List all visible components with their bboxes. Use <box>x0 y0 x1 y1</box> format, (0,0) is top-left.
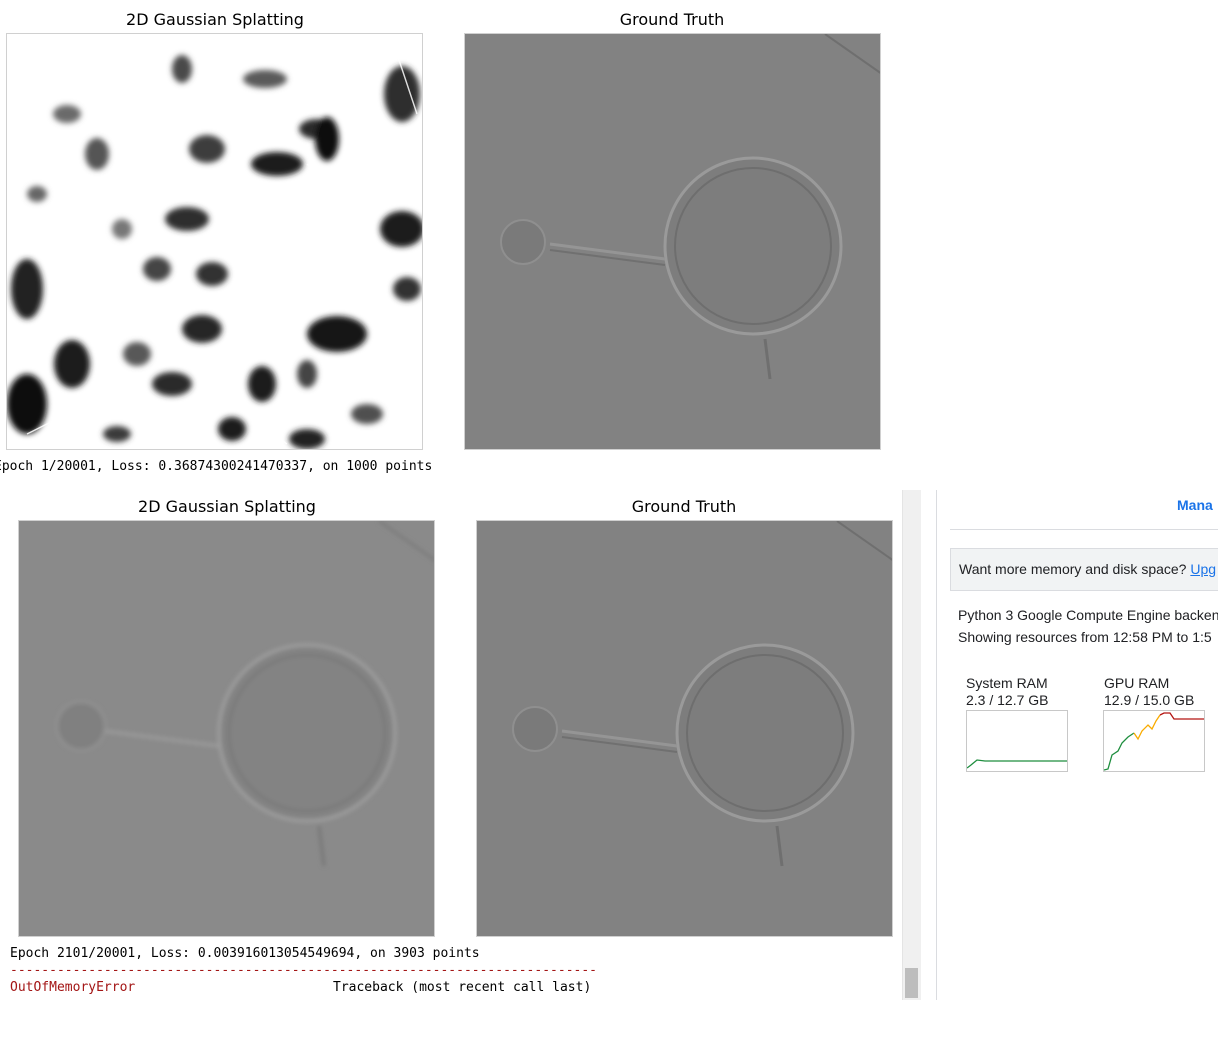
error-name: OutOfMemoryError <box>10 980 135 995</box>
splatting-render-image <box>6 33 423 450</box>
gpu-ram-value: 12.9 / 15.0 GB <box>1104 692 1194 708</box>
resource-time-range: Showing resources from 12:58 PM to 1:5 <box>958 629 1212 645</box>
epoch-log-line-1: Epoch 1/20001, Loss: 0.36874300241470337… <box>0 459 432 474</box>
epoch-log-line-2: Epoch 2101/20001, Loss: 0.00391601305454… <box>10 946 480 961</box>
backend-description: Python 3 Google Compute Engine backen <box>958 607 1218 623</box>
output-scrollbar-thumb[interactable] <box>905 968 918 998</box>
traceback-label: Traceback (most recent call last) <box>333 980 591 995</box>
output-scrollbar[interactable] <box>902 490 921 1000</box>
panel-divider[interactable] <box>936 490 937 1000</box>
upgrade-banner: Want more memory and disk space? Upg <box>950 548 1218 591</box>
upgrade-banner-text: Want more memory and disk space? <box>959 561 1186 577</box>
figure-title-ground-truth: Ground Truth <box>557 10 787 29</box>
ground-truth-image-top <box>464 33 881 450</box>
gpu-ram-label: GPU RAM <box>1104 675 1169 691</box>
figure-title-splatting: 2D Gaussian Splatting <box>100 10 330 29</box>
panel-header-divider <box>950 529 1218 530</box>
gpu-ram-graph <box>1103 710 1205 772</box>
splatting-render-image-epoch-2101 <box>18 520 435 937</box>
upgrade-link[interactable]: Upg <box>1190 561 1216 577</box>
ground-truth-image-bottom <box>476 520 893 937</box>
traceback-separator: ----------------------------------------… <box>10 963 597 978</box>
system-ram-label: System RAM <box>966 675 1048 691</box>
system-ram-graph <box>966 710 1068 772</box>
figure-title-splatting-2: 2D Gaussian Splatting <box>112 497 342 516</box>
figure-title-ground-truth-2: Ground Truth <box>569 497 799 516</box>
manage-sessions-link[interactable]: Mana <box>1177 497 1213 513</box>
system-ram-value: 2.3 / 12.7 GB <box>966 692 1049 708</box>
